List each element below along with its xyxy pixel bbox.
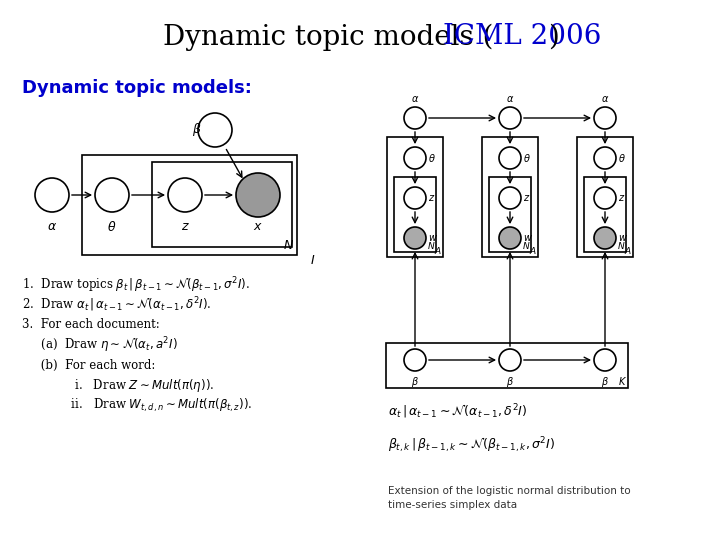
Text: $N$: $N$ (616, 240, 625, 251)
Text: $z$: $z$ (428, 193, 436, 203)
Text: $A$: $A$ (624, 245, 632, 256)
Text: ): ) (548, 24, 559, 51)
Text: $K$: $K$ (618, 375, 627, 387)
Text: Dynamic topic models (: Dynamic topic models ( (163, 23, 493, 51)
Circle shape (499, 349, 521, 371)
Circle shape (35, 178, 69, 212)
Text: $\alpha_t \,|\, \alpha_{t-1} \sim \mathcal{N}(\alpha_{t-1}, \delta^2 I)$: $\alpha_t \,|\, \alpha_{t-1} \sim \mathc… (388, 403, 528, 421)
Text: $\theta$: $\theta$ (428, 152, 436, 164)
Circle shape (499, 107, 521, 129)
Text: $\beta$: $\beta$ (506, 375, 514, 389)
Text: $N$: $N$ (521, 240, 530, 251)
Text: $\beta$: $\beta$ (411, 375, 419, 389)
Text: $w$: $w$ (523, 233, 533, 243)
Text: $\theta$: $\theta$ (523, 152, 531, 164)
Circle shape (499, 227, 521, 249)
Text: $\beta$: $\beta$ (192, 122, 202, 138)
Circle shape (594, 147, 616, 169)
Text: $z$: $z$ (523, 193, 531, 203)
Text: ii.   Draw $W_{t,d,n} \sim Mult(\pi(\beta_{t,z}))$.: ii. Draw $W_{t,d,n} \sim Mult(\pi(\beta_… (22, 396, 253, 414)
Text: $A$: $A$ (529, 245, 537, 256)
Circle shape (404, 227, 426, 249)
Circle shape (198, 113, 232, 147)
Text: $\beta_{t,k} \,|\, \beta_{t-1,k} \sim \mathcal{N}(\beta_{t-1,k}, \sigma^2 I)$: $\beta_{t,k} \,|\, \beta_{t-1,k} \sim \m… (388, 435, 555, 455)
Text: 3.  For each document:: 3. For each document: (22, 319, 160, 332)
Text: $\theta$: $\theta$ (618, 152, 626, 164)
Text: (a)  Draw $\eta \sim \mathcal{N}(\alpha_t, a^2 I)$: (a) Draw $\eta \sim \mathcal{N}(\alpha_t… (22, 335, 178, 355)
Circle shape (404, 349, 426, 371)
Text: $x$: $x$ (253, 220, 263, 233)
Text: $w$: $w$ (618, 233, 628, 243)
Text: 1.  Draw topics $\beta_t \,|\, \beta_{t-1} \sim \mathcal{N}(\beta_{t-1}, \sigma^: 1. Draw topics $\beta_t \,|\, \beta_{t-1… (22, 275, 250, 295)
Text: $w$: $w$ (428, 233, 438, 243)
Text: $z$: $z$ (181, 220, 189, 233)
Text: $\beta$: $\beta$ (601, 375, 609, 389)
Text: $I$: $I$ (310, 254, 315, 267)
Circle shape (594, 107, 616, 129)
Text: (b)  For each word:: (b) For each word: (22, 359, 156, 372)
Circle shape (404, 187, 426, 209)
Text: $A$: $A$ (434, 245, 442, 256)
Circle shape (499, 147, 521, 169)
Text: $N$: $N$ (426, 240, 435, 251)
Text: $\theta$: $\theta$ (107, 220, 117, 234)
Text: ICML 2006: ICML 2006 (443, 24, 601, 51)
Circle shape (594, 227, 616, 249)
Circle shape (404, 107, 426, 129)
Text: i.   Draw $Z \sim Mult(\pi(\eta))$.: i. Draw $Z \sim Mult(\pi(\eta))$. (22, 376, 215, 394)
Text: Extension of the logistic normal distribution to
time-series simplex data: Extension of the logistic normal distrib… (388, 486, 631, 510)
Text: $z$: $z$ (618, 193, 626, 203)
Text: $N$: $N$ (283, 239, 294, 252)
Circle shape (594, 187, 616, 209)
Text: Dynamic topic models:: Dynamic topic models: (22, 79, 252, 97)
Text: $\alpha$: $\alpha$ (506, 94, 514, 104)
Circle shape (95, 178, 129, 212)
Text: 2.  Draw $\alpha_t \,|\, \alpha_{t-1} \sim \mathcal{N}(\alpha_{t-1}, \delta^2 I): 2. Draw $\alpha_t \,|\, \alpha_{t-1} \si… (22, 296, 212, 314)
Circle shape (499, 187, 521, 209)
Circle shape (168, 178, 202, 212)
Circle shape (236, 173, 280, 217)
Circle shape (594, 349, 616, 371)
Circle shape (404, 147, 426, 169)
Text: $\alpha$: $\alpha$ (411, 94, 419, 104)
Text: $\alpha$: $\alpha$ (47, 220, 57, 233)
Text: $\alpha$: $\alpha$ (601, 94, 609, 104)
